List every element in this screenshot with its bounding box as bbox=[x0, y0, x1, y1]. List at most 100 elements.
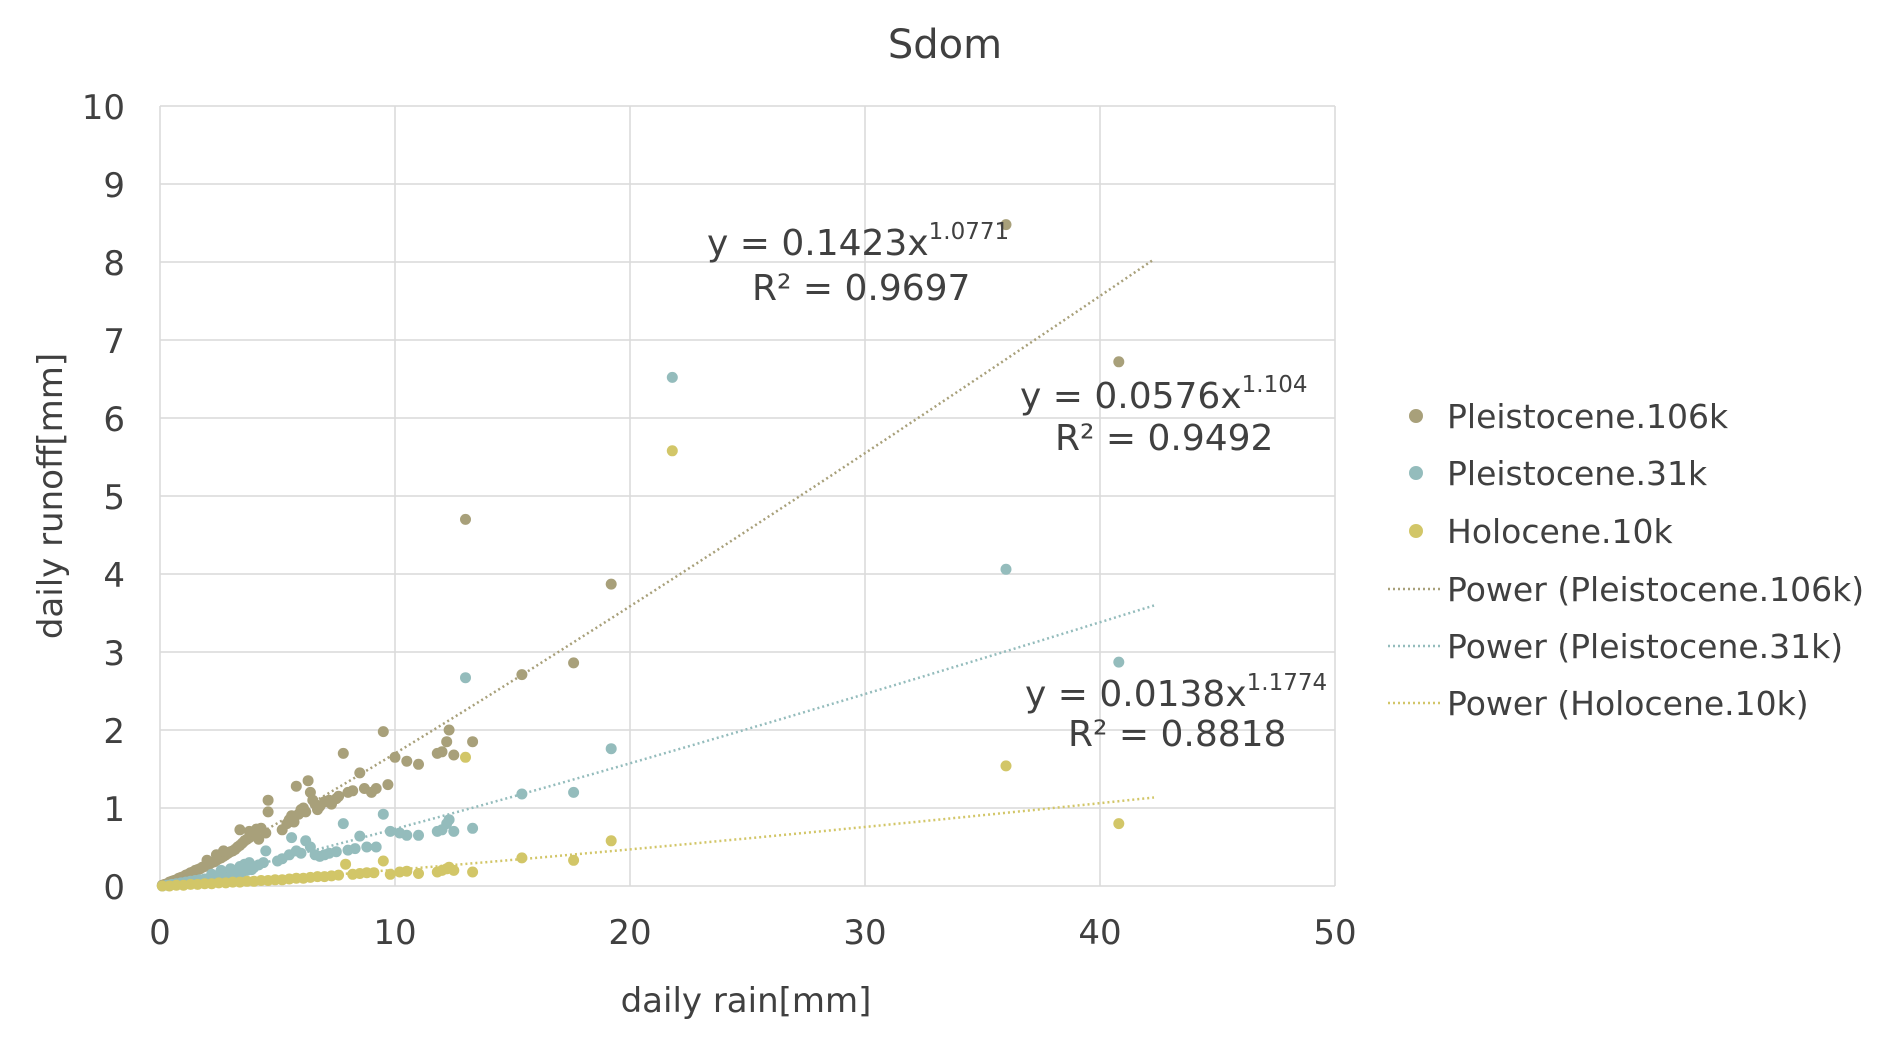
data-point bbox=[218, 845, 229, 857]
data-point bbox=[460, 751, 471, 763]
data-point bbox=[401, 755, 413, 767]
data-point bbox=[436, 746, 448, 758]
legend-item-pleistocene-31k: Pleistocene.31k bbox=[1409, 454, 1708, 493]
data-point bbox=[337, 747, 349, 759]
data-point bbox=[354, 830, 366, 842]
legend-label: Pleistocene.106k bbox=[1447, 397, 1729, 436]
data-point bbox=[413, 829, 424, 841]
data-point bbox=[1113, 818, 1125, 830]
legend-label: Power (Pleistocene.31k) bbox=[1447, 627, 1843, 666]
data-point bbox=[1000, 219, 1012, 231]
equation-annotation-holocene-10k: y = 0.0138x1.1774 R² = 0.8818 bbox=[1025, 670, 1327, 755]
y-tick-label: 1 bbox=[103, 790, 125, 830]
data-point bbox=[370, 783, 382, 794]
data-point bbox=[389, 751, 401, 763]
data-point bbox=[448, 825, 460, 837]
data-point bbox=[260, 827, 272, 839]
data-point bbox=[443, 814, 455, 826]
y-tick-label: 9 bbox=[103, 166, 125, 206]
x-tick-label: 40 bbox=[1078, 913, 1121, 953]
series-1-points bbox=[156, 219, 1125, 891]
data-point bbox=[262, 794, 274, 806]
data-point bbox=[1000, 563, 1012, 575]
data-point bbox=[370, 841, 382, 853]
data-point bbox=[568, 786, 580, 798]
data-point bbox=[516, 852, 528, 864]
svg-text:y = 0.1423x1.0771: y = 0.1423x1.0771 bbox=[707, 219, 1009, 264]
data-point bbox=[340, 858, 352, 870]
equation-exponent: 1.104 bbox=[1242, 372, 1308, 398]
data-point bbox=[349, 843, 361, 855]
legend-item-power-pleistocene-31k: Power (Pleistocene.31k) bbox=[1388, 627, 1843, 666]
legend: Pleistocene.106k Pleistocene.31k Holocen… bbox=[1388, 397, 1864, 723]
data-point bbox=[225, 863, 236, 875]
data-point bbox=[467, 822, 479, 834]
chart-title: Sdom bbox=[888, 22, 1002, 68]
equation-text: y = 0.1423x bbox=[707, 223, 929, 264]
data-point bbox=[568, 854, 580, 866]
series-3-points bbox=[156, 445, 1125, 892]
data-point bbox=[286, 832, 298, 844]
x-tick-label: 0 bbox=[149, 913, 171, 953]
data-point bbox=[443, 724, 455, 736]
data-point bbox=[330, 846, 342, 858]
legend-label: Holocene.10k bbox=[1447, 512, 1674, 551]
legend-label: Power (Pleistocene.106k) bbox=[1447, 570, 1864, 609]
data-point bbox=[201, 854, 213, 866]
y-tick-label: 10 bbox=[82, 88, 125, 128]
data-point bbox=[377, 855, 389, 867]
equation-text: y = 0.0576x bbox=[1020, 376, 1242, 417]
legend-marker bbox=[1409, 409, 1423, 423]
data-point bbox=[368, 867, 380, 879]
data-point bbox=[295, 847, 307, 859]
data-point bbox=[516, 669, 528, 681]
x-axis-label: daily rain[mm] bbox=[621, 981, 872, 1021]
data-point bbox=[377, 726, 389, 738]
legend-marker bbox=[1409, 524, 1423, 538]
data-point bbox=[413, 758, 424, 770]
data-point bbox=[516, 788, 528, 800]
legend-label: Power (Holocene.10k) bbox=[1447, 684, 1809, 723]
y-tick-label: 5 bbox=[103, 478, 125, 518]
data-point bbox=[666, 371, 678, 383]
legend-item-pleistocene-106k: Pleistocene.106k bbox=[1409, 397, 1729, 436]
y-axis-tick-labels: 0 1 2 3 4 5 6 7 8 9 10 bbox=[82, 88, 125, 908]
data-point bbox=[260, 845, 272, 857]
data-point bbox=[448, 864, 460, 876]
legend-item-power-pleistocene-106k: Power (Pleistocene.106k) bbox=[1388, 570, 1864, 609]
data-point bbox=[1113, 356, 1125, 368]
data-point bbox=[302, 775, 314, 787]
y-tick-label: 2 bbox=[103, 712, 125, 752]
r-squared-text: R² = 0.8818 bbox=[1068, 714, 1286, 755]
data-point bbox=[215, 864, 227, 876]
data-point bbox=[401, 865, 413, 877]
equation-exponent: 1.1774 bbox=[1247, 670, 1327, 696]
data-point bbox=[384, 825, 396, 837]
data-point bbox=[605, 835, 617, 847]
data-point bbox=[413, 868, 424, 879]
data-point bbox=[460, 513, 471, 525]
data-point bbox=[253, 833, 265, 845]
data-point bbox=[262, 806, 274, 818]
svg-text:y = 0.0576x1.104: y = 0.0576x1.104 bbox=[1020, 372, 1307, 417]
data-point bbox=[666, 445, 678, 457]
x-tick-label: 20 bbox=[608, 913, 651, 953]
legend-item-holocene-10k: Holocene.10k bbox=[1409, 512, 1674, 551]
data-point bbox=[333, 869, 345, 881]
svg-text:y = 0.0138x1.1774: y = 0.0138x1.1774 bbox=[1025, 670, 1327, 715]
y-tick-label: 0 bbox=[103, 868, 125, 908]
data-point bbox=[333, 790, 345, 802]
data-point bbox=[1113, 656, 1125, 668]
data-point bbox=[401, 829, 413, 841]
data-point bbox=[257, 857, 269, 869]
data-point bbox=[300, 806, 312, 818]
y-axis-label: daily runoff[mm] bbox=[31, 353, 71, 639]
y-tick-label: 4 bbox=[103, 556, 125, 596]
x-axis-tick-labels: 0 10 20 30 40 50 bbox=[149, 913, 1356, 953]
data-point bbox=[382, 779, 394, 791]
data-point bbox=[354, 767, 366, 779]
data-point bbox=[460, 672, 471, 684]
data-point bbox=[467, 736, 479, 748]
data-points bbox=[156, 219, 1125, 892]
